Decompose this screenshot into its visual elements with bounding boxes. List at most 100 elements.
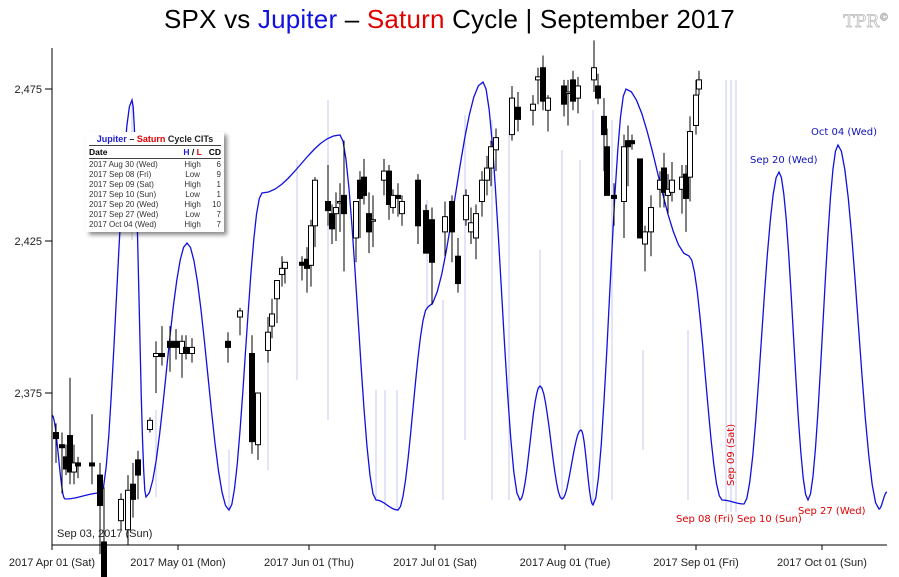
- candle: [637, 158, 643, 239]
- cit-cell-cd: 1: [216, 189, 221, 199]
- candle: [661, 152, 667, 208]
- candle: [570, 70, 576, 111]
- candle: [575, 76, 581, 114]
- candle: [468, 207, 474, 245]
- cit-title-rest: Cycle CITs: [165, 134, 214, 144]
- cit-vertical-lines: [131, 80, 737, 512]
- cit-title-dash: –: [126, 134, 137, 144]
- cit-cell-cd: 7: [216, 219, 221, 229]
- cit-cell-hl: High: [184, 199, 201, 209]
- cycle-path: [51, 80, 888, 512]
- annotation-sep10: Sep 10 (Sun): [737, 514, 802, 525]
- candle: [59, 432, 65, 494]
- candle: [429, 207, 435, 305]
- cit-cell-hl: Low: [185, 209, 200, 219]
- cit-cell-cd: 7: [216, 209, 221, 219]
- cit-cell-cd: 1: [216, 179, 221, 189]
- cit-table-row: 2017 Sep 08 (Fri) Low 9: [89, 169, 221, 179]
- col-l: L: [196, 147, 202, 157]
- candle: [67, 377, 73, 485]
- cit-cell-date: 2017 Sep 27 (Wed): [89, 209, 159, 219]
- candle: [399, 195, 405, 226]
- cit-cell-hl: High: [184, 159, 201, 169]
- cit-table-title: Jupiter – Saturn Cycle CITs: [89, 134, 221, 144]
- candle: [53, 423, 59, 463]
- axes: [51, 48, 887, 546]
- candle: [493, 128, 499, 172]
- candle: [561, 79, 567, 117]
- candle: [159, 326, 165, 366]
- candle: [341, 140, 347, 272]
- x-tick-label: 2017 Aug 01 (Tue): [520, 557, 611, 569]
- candle: [118, 493, 124, 530]
- y-tick-label: 2,375: [14, 388, 42, 400]
- y-tick-label: 2,475: [14, 84, 42, 96]
- copyright-icon: ©: [879, 12, 890, 24]
- spx-candlesticks: [53, 40, 702, 577]
- candle: [621, 134, 627, 238]
- candle: [130, 462, 136, 518]
- candle: [279, 256, 285, 287]
- jupiter-saturn-cycle-line: [51, 80, 888, 512]
- x-tick-label: 2017 Jul 01 (Sat): [393, 557, 477, 569]
- cit-title-saturn: Saturn: [136, 134, 166, 144]
- candle: [545, 95, 551, 132]
- cit-cell-date: 2017 Sep 09 (Sat): [89, 179, 154, 189]
- candle: [153, 341, 159, 393]
- x-tick-label: 2017 Sep 01 (Fri): [653, 557, 739, 569]
- watermark-text: TPR: [843, 12, 879, 33]
- candle: [225, 332, 231, 363]
- candle: [370, 195, 376, 248]
- candle: [535, 67, 541, 105]
- candle: [463, 189, 469, 226]
- candle: [312, 177, 318, 248]
- candle: [629, 134, 635, 150]
- candle: [395, 183, 401, 217]
- annotation-sep08: Sep 08 (Fri): [676, 514, 734, 525]
- y-ticks: 2,475 2,425 2,375: [14, 84, 52, 400]
- title-jupiter: Jupiter: [257, 4, 338, 34]
- candle: [89, 414, 95, 485]
- candle: [325, 165, 331, 226]
- cit-cell-cd: 9: [216, 169, 221, 179]
- candle: [455, 237, 461, 293]
- cit-title-jupiter: Jupiter: [96, 134, 127, 144]
- candle: [390, 189, 396, 214]
- title-dash: –: [337, 4, 367, 34]
- candle: [415, 174, 421, 245]
- candle: [237, 307, 243, 336]
- candle: [515, 92, 521, 132]
- candle: [189, 338, 195, 363]
- annotation-sep20: Sep 20 (Wed): [750, 155, 818, 166]
- candle: [484, 155, 490, 196]
- candle: [75, 456, 81, 479]
- candle: [125, 475, 131, 545]
- candle: [179, 335, 185, 378]
- tpr-watermark: TPR©: [843, 12, 890, 33]
- candle: [71, 444, 77, 485]
- candle: [683, 165, 689, 232]
- candle: [488, 140, 494, 187]
- title-saturn: Saturn: [366, 4, 445, 34]
- annotation-sep03: Sep 03, 2017 (Sun): [57, 528, 152, 540]
- candle: [147, 417, 153, 433]
- cit-table-row: 2017 Sep 10 (Sun) Low 1: [89, 189, 221, 199]
- cit-table-row: 2017 Oct 04 (Wed) High 7: [89, 219, 221, 229]
- cit-cell-date: 2017 Sep 08 (Fri): [89, 169, 152, 179]
- cit-table-grid: Date H / L CD 2017 Aug 30 (Wed) High 6 2017…: [89, 145, 221, 229]
- candle: [329, 204, 335, 245]
- candle: [423, 204, 429, 254]
- candle: [333, 192, 339, 241]
- cit-cell-hl: Low: [185, 169, 200, 179]
- cit-cell-date: 2017 Oct 04 (Wed): [89, 219, 157, 229]
- cit-table-body: 2017 Aug 30 (Wed) High 6 2017 Sep 08 (Fri) L…: [89, 159, 221, 230]
- candle: [183, 335, 189, 360]
- candle: [530, 95, 536, 126]
- cit-table-row: 2017 Sep 09 (Sat) High 1: [89, 179, 221, 189]
- cit-cell-date: 2017 Aug 30 (Wed): [89, 159, 158, 169]
- cit-table-row: 2017 Aug 30 (Wed) High 6: [89, 159, 221, 170]
- candle: [265, 317, 271, 363]
- cit-cell-cd: 6: [216, 159, 221, 169]
- candle: [353, 200, 359, 263]
